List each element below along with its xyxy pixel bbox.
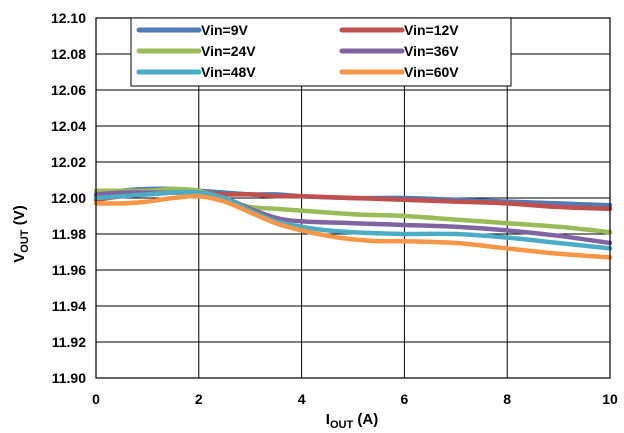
series-lines xyxy=(93,186,613,260)
y-axis-title: VOUT (V) xyxy=(11,205,31,262)
x-tick-label: 0 xyxy=(92,391,100,407)
series-line-vin-48v xyxy=(93,189,613,251)
y-tick-label: 12.04 xyxy=(51,118,86,134)
y-tick-label: 12.02 xyxy=(51,154,86,170)
y-tick-label: 11.94 xyxy=(52,298,86,314)
legend-label: Vin=60V xyxy=(404,64,459,80)
legend-label: Vin=36V xyxy=(404,43,459,59)
x-tick-label: 6 xyxy=(401,391,409,407)
y-tick-label: 11.90 xyxy=(52,370,86,386)
y-tick-label: 12.00 xyxy=(51,190,86,206)
legend-label: Vin=48V xyxy=(201,64,256,80)
y-tick-label: 12.06 xyxy=(51,82,86,98)
series-line-vin-60v xyxy=(93,193,613,260)
y-tick-label: 11.98 xyxy=(52,226,86,242)
series-line-vin-24v xyxy=(93,186,613,235)
y-tick-label: 12.08 xyxy=(51,46,86,62)
y-tick-label: 11.92 xyxy=(52,334,86,350)
legend-label: Vin=9V xyxy=(201,22,248,38)
x-axis-title: IOUT (A) xyxy=(326,411,378,431)
x-tick-label: 2 xyxy=(195,391,203,407)
y-tick-label: 11.96 xyxy=(52,262,86,278)
x-tick-label: 10 xyxy=(602,391,618,407)
x-tick-label: 4 xyxy=(298,391,306,407)
legend-label: Vin=12V xyxy=(404,22,459,38)
tick-labels: 11.90 11.92 11.94 11.96 11.98 12.00 12.02 12.04… xyxy=(51,10,618,407)
x-tick-label: 8 xyxy=(503,391,511,407)
y-tick-label: 12.10 xyxy=(51,10,86,26)
legend: Vin=9V Vin=12V Vin=24V Vin=36V Vin=48V Vin=60… xyxy=(130,17,512,87)
legend-label: Vin=24V xyxy=(201,43,256,59)
